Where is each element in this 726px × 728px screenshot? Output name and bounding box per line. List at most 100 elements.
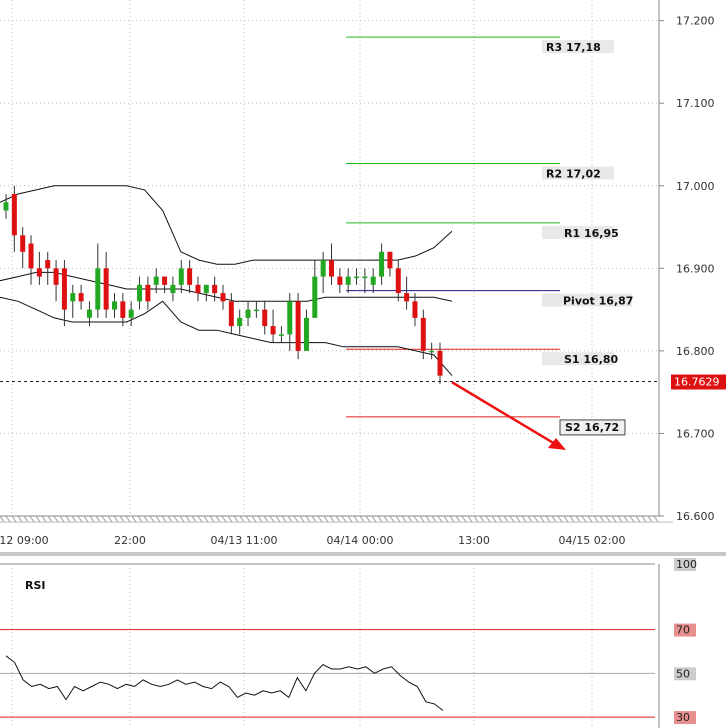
- candle-down: [36, 268, 42, 277]
- price-x-tick-label: 12 09:00: [0, 534, 49, 547]
- x-axis-hatch: [209, 515, 215, 523]
- candle-down: [412, 301, 418, 318]
- x-axis-hatch: [527, 515, 533, 523]
- x-axis-hatch: [347, 515, 353, 523]
- x-axis-hatch: [311, 515, 317, 523]
- x-axis-hatch: [509, 515, 515, 523]
- x-axis-hatch: [125, 515, 131, 523]
- price-x-tick-label: 22:00: [114, 534, 146, 547]
- x-axis-hatch: [245, 515, 251, 523]
- bollinger-lower-band: [0, 296, 453, 376]
- x-axis-hatch: [155, 515, 161, 523]
- rsi-y-tick-box: [674, 623, 696, 637]
- x-axis-hatch: [143, 515, 149, 523]
- candle-down: [195, 284, 201, 294]
- projection-arrow-head: [548, 437, 566, 450]
- x-axis-hatch: [377, 515, 383, 523]
- x-axis-hatch: [539, 515, 545, 523]
- x-axis-hatch: [119, 515, 125, 523]
- x-axis-hatch: [443, 515, 449, 523]
- price-x-tick-label: 13:00: [458, 534, 490, 547]
- candle-up: [86, 309, 92, 318]
- x-axis-hatch: [221, 515, 227, 523]
- candle-up: [137, 284, 143, 302]
- candle-up: [379, 251, 385, 277]
- candle-up: [178, 268, 184, 285]
- x-axis-hatch: [65, 515, 71, 523]
- x-axis-hatch: [581, 515, 587, 523]
- level-label: S2 16,72: [565, 421, 619, 434]
- x-axis-hatch: [425, 515, 431, 523]
- level-label: Pivot 16,87: [563, 295, 633, 308]
- x-axis-hatch: [167, 515, 173, 523]
- x-axis-hatch: [587, 515, 593, 523]
- x-axis-hatch: [437, 515, 443, 523]
- candle-down: [11, 194, 17, 236]
- candle-up: [3, 202, 9, 211]
- x-axis-hatch: [17, 515, 23, 523]
- candle-down: [162, 276, 168, 285]
- x-axis-hatch: [251, 515, 257, 523]
- x-axis-hatch: [395, 515, 401, 523]
- candle-down: [437, 350, 443, 376]
- x-axis-hatch: [239, 515, 245, 523]
- x-axis-hatch: [305, 515, 311, 523]
- x-axis-hatch: [569, 515, 575, 523]
- level-label: S1 16,80: [564, 353, 619, 366]
- candle-up: [354, 276, 360, 279]
- x-axis-hatch: [233, 515, 239, 523]
- x-axis-hatch: [149, 515, 155, 523]
- bollinger-middle-band: [0, 271, 453, 302]
- x-axis-hatch: [605, 515, 611, 523]
- last-price-box: [671, 374, 726, 390]
- x-axis-hatch: [491, 515, 497, 523]
- x-axis-hatch: [629, 515, 635, 523]
- candle-down: [120, 301, 126, 318]
- candle-down: [78, 293, 84, 302]
- candle-up: [245, 309, 251, 318]
- x-axis-hatch: [227, 515, 233, 523]
- candle-up: [278, 334, 284, 336]
- x-axis-hatch: [23, 515, 29, 523]
- last-price-label: 16.7629: [674, 376, 720, 389]
- x-axis-hatch: [479, 515, 485, 523]
- price-x-tick-label: 04/15 02:00: [559, 534, 626, 547]
- rsi-chart: RSI 100 70 50 30: [0, 552, 726, 728]
- x-axis-hatch: [521, 515, 527, 523]
- x-axis-hatch: [35, 515, 41, 523]
- x-axis-hatch: [551, 515, 557, 523]
- candle-down: [187, 268, 193, 285]
- candle-up: [112, 301, 117, 310]
- x-axis-hatch: [485, 515, 491, 523]
- price-y-tick-label: 16.600: [676, 510, 715, 523]
- x-axis-hatch: [461, 515, 467, 523]
- candle-down: [212, 284, 218, 294]
- x-axis-hatch: [473, 515, 479, 523]
- rsi-y-tick-label: 70: [676, 624, 690, 637]
- x-axis-hatch: [431, 515, 437, 523]
- x-axis-hatch: [137, 515, 143, 523]
- x-axis-hatch: [275, 515, 281, 523]
- x-axis-hatch: [281, 515, 287, 523]
- rsi-y-tick-label: 100: [676, 558, 697, 571]
- x-axis-hatch: [11, 515, 17, 523]
- level-label-box: [542, 352, 614, 366]
- candle-down: [20, 235, 26, 252]
- x-axis-hatch: [323, 515, 329, 523]
- x-axis-hatch: [455, 515, 461, 523]
- price-background: [0, 0, 726, 552]
- candle-up: [303, 317, 309, 351]
- x-axis-hatch: [83, 515, 89, 523]
- candle-up: [362, 276, 368, 279]
- candle-down: [103, 268, 109, 310]
- candle-up: [287, 301, 293, 335]
- rsi-title: RSI: [25, 579, 46, 592]
- price-y-tick-label: 16.700: [676, 427, 715, 440]
- x-axis-hatch: [47, 515, 53, 523]
- x-axis-hatch: [635, 515, 641, 523]
- x-axis-hatch: [107, 515, 113, 523]
- x-axis-hatch: [359, 515, 365, 523]
- candle-up: [370, 276, 376, 285]
- x-axis-hatch: [419, 515, 425, 523]
- level-label-box: [542, 225, 614, 239]
